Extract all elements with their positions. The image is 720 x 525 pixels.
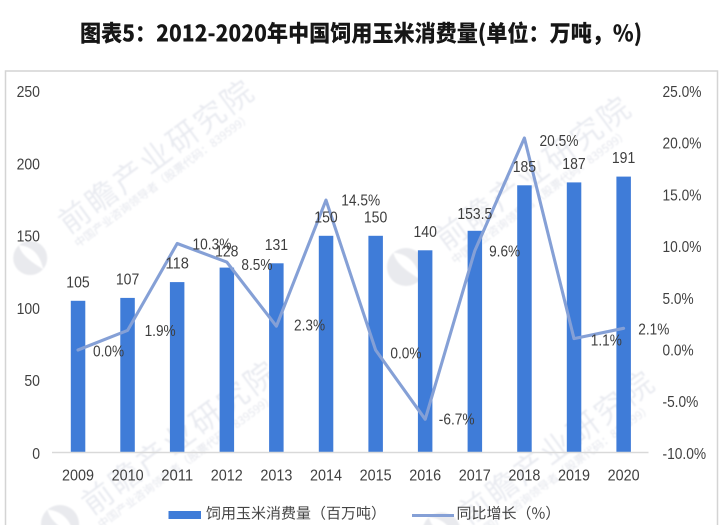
svg-text:0.0%: 0.0% (390, 346, 421, 363)
svg-text:250: 250 (17, 84, 41, 101)
svg-text:2009: 2009 (62, 468, 94, 485)
svg-text:8.5%: 8.5% (241, 257, 272, 274)
svg-text:187: 187 (562, 156, 585, 173)
svg-text:107: 107 (116, 271, 139, 288)
svg-text:5.0%: 5.0% (663, 291, 694, 308)
svg-text:105: 105 (66, 274, 89, 291)
svg-text:2013: 2013 (260, 468, 292, 485)
svg-text:118: 118 (166, 256, 189, 273)
svg-text:191: 191 (612, 150, 635, 167)
svg-text:2019: 2019 (558, 468, 590, 485)
svg-text:25.0%: 25.0% (663, 84, 702, 101)
svg-text:0.0%: 0.0% (93, 344, 124, 361)
svg-text:200: 200 (17, 156, 41, 173)
svg-text:2.1%: 2.1% (638, 322, 669, 339)
svg-text:1.9%: 1.9% (145, 323, 176, 340)
svg-text:-10.0%: -10.0% (663, 446, 707, 463)
svg-text:140: 140 (414, 224, 438, 241)
svg-text:2012: 2012 (211, 468, 243, 485)
svg-text:100: 100 (17, 301, 41, 318)
svg-text:2010: 2010 (112, 468, 144, 485)
svg-text:2017: 2017 (459, 468, 491, 485)
svg-text:2014: 2014 (310, 468, 342, 485)
svg-text:0: 0 (32, 446, 40, 463)
svg-text:20.5%: 20.5% (540, 133, 579, 150)
svg-text:2015: 2015 (360, 468, 392, 485)
svg-text:2020: 2020 (608, 468, 640, 485)
svg-text:-5.0%: -5.0% (663, 394, 699, 411)
svg-text:2.3%: 2.3% (294, 318, 325, 335)
svg-text:1.1%: 1.1% (591, 333, 622, 350)
svg-text:14.5%: 14.5% (341, 193, 380, 210)
svg-text:-6.7%: -6.7% (439, 412, 475, 429)
svg-text:150: 150 (314, 209, 338, 226)
svg-text:10.0%: 10.0% (663, 239, 702, 256)
svg-text:50: 50 (24, 373, 40, 390)
svg-text:15.0%: 15.0% (663, 187, 702, 204)
svg-text:150: 150 (364, 209, 388, 226)
svg-text:128: 128 (215, 244, 238, 261)
svg-text:153.5: 153.5 (457, 206, 492, 223)
svg-text:0.0%: 0.0% (663, 343, 694, 360)
svg-text:9.6%: 9.6% (489, 244, 520, 261)
svg-text:131: 131 (265, 237, 288, 254)
svg-text:20.0%: 20.0% (663, 136, 702, 153)
svg-text:2011: 2011 (161, 468, 193, 485)
svg-text:150: 150 (17, 229, 41, 246)
svg-text:185: 185 (513, 159, 536, 176)
svg-text:2018: 2018 (508, 468, 540, 485)
svg-text:2016: 2016 (409, 468, 441, 485)
svg-text:10.3%: 10.3% (193, 237, 232, 254)
